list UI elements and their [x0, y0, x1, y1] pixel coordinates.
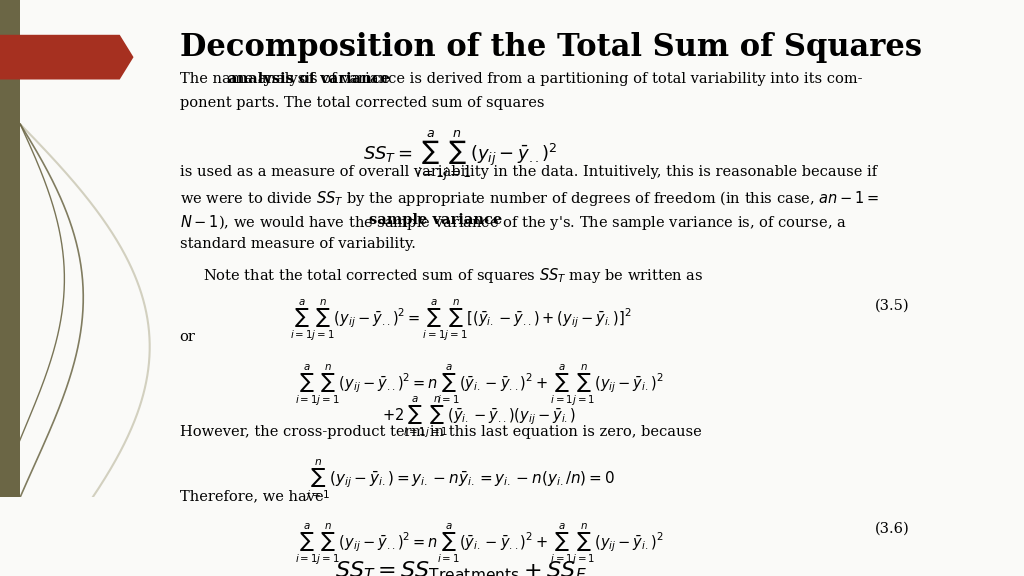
Text: $\sum_{j=1}^{n} (y_{ij} - \bar{y}_{i.}) = y_{i.} - n\bar{y}_{i.} = y_{i.} - n(y_: $\sum_{j=1}^{n} (y_{ij} - \bar{y}_{i.}) …	[305, 457, 615, 502]
Text: $SS_T = SS_{\mathrm{Treatments}} + SS_E$: $SS_T = SS_{\mathrm{Treatments}} + SS_E$	[335, 559, 587, 576]
Text: standard measure of variability.: standard measure of variability.	[179, 237, 416, 251]
Text: $\sum_{i=1}^{a} \sum_{j=1}^{n} (y_{ij} - \bar{y}_{..})^2 = n \sum_{i=1}^{a} (\ba: $\sum_{i=1}^{a} \sum_{j=1}^{n} (y_{ij} -…	[295, 363, 664, 408]
Text: is used as a measure of overall variability in the data. Intuitively, this is re: is used as a measure of overall variabil…	[179, 165, 877, 180]
Text: $\sum_{i=1}^{a} \sum_{j=1}^{n} (y_{ij} - \bar{y}_{..})^2 = \sum_{i=1}^{a} \sum_{: $\sum_{i=1}^{a} \sum_{j=1}^{n} (y_{ij} -…	[290, 298, 631, 343]
Text: analysis of variance: analysis of variance	[228, 72, 390, 86]
Text: sample variance: sample variance	[369, 213, 502, 227]
Text: ponent parts. The total corrected sum of squares: ponent parts. The total corrected sum of…	[179, 96, 544, 110]
Text: we were to divide $SS_T$ by the appropriate number of degrees of freedom (in thi: we were to divide $SS_T$ by the appropri…	[179, 190, 879, 209]
Text: $+ 2 \sum_{i=1}^{a} \sum_{j=1}^{n} (\bar{y}_{i.} - \bar{y}_{..})(y_{ij} - \bar{y: $+ 2 \sum_{i=1}^{a} \sum_{j=1}^{n} (\bar…	[382, 395, 575, 440]
Text: $N - 1$), we would have the sample variance of the y's. The sample variance is, : $N - 1$), we would have the sample varia…	[179, 213, 846, 232]
Text: (3.6): (3.6)	[874, 522, 909, 536]
Text: However, the cross-product term in this last equation is zero, because: However, the cross-product term in this …	[179, 425, 701, 439]
Text: $\sum_{i=1}^{a} \sum_{j=1}^{n} (y_{ij} - \bar{y}_{..})^2 = n \sum_{i=1}^{a} (\ba: $\sum_{i=1}^{a} \sum_{j=1}^{n} (y_{ij} -…	[295, 522, 664, 567]
Text: Note that the total corrected sum of squares $SS_T$ may be written as: Note that the total corrected sum of squ…	[203, 266, 702, 285]
Bar	[0, 0, 20, 497]
Text: The name analysis of variance is derived from a partitioning of total variabilit: The name analysis of variance is derived…	[179, 72, 862, 86]
Text: Therefore, we have: Therefore, we have	[179, 490, 324, 503]
Text: Decomposition of the Total Sum of Squares: Decomposition of the Total Sum of Square…	[179, 32, 922, 63]
Text: (3.5): (3.5)	[874, 298, 909, 312]
Text: $SS_T = \sum_{i=1}^{a} \sum_{j=1}^{n} (y_{ij} - \bar{y}_{..})^2$: $SS_T = \sum_{i=1}^{a} \sum_{j=1}^{n} (y…	[364, 128, 558, 183]
Polygon shape	[0, 35, 133, 79]
Text: or: or	[179, 331, 196, 344]
